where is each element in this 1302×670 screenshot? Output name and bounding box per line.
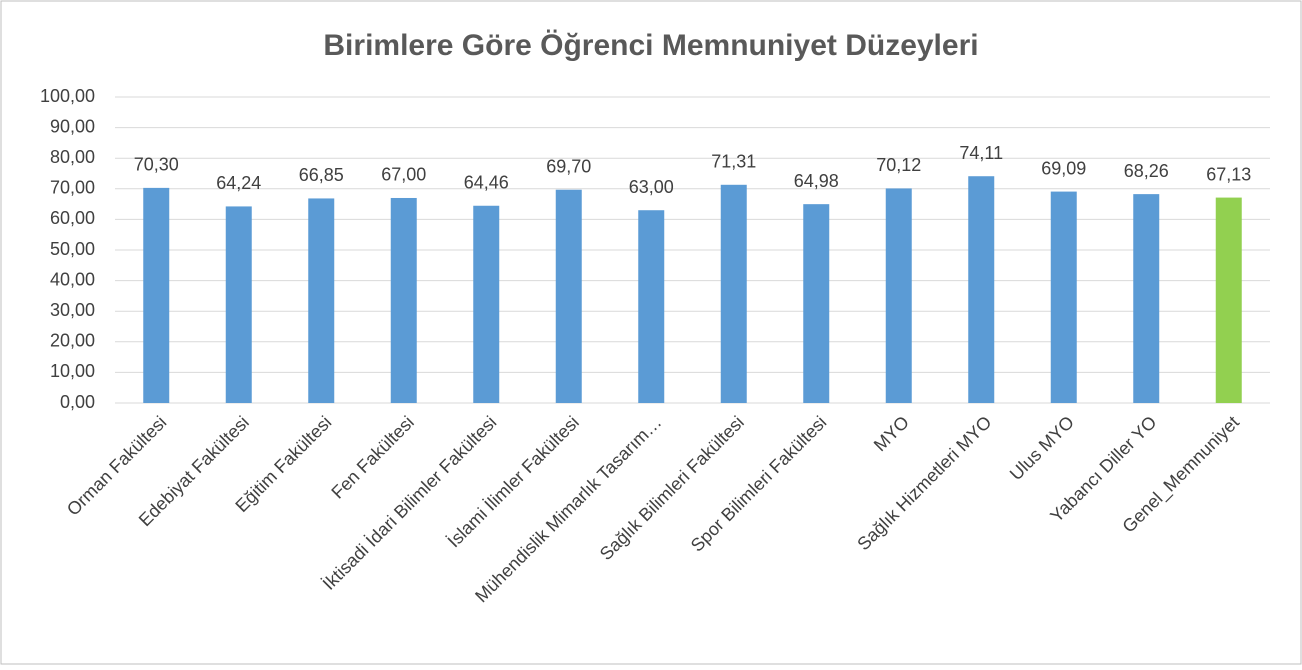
data-label: 70,12 <box>876 155 921 175</box>
bar <box>555 189 582 403</box>
y-tick-label: 60,00 <box>50 208 95 228</box>
y-tick-label: 0,00 <box>60 392 95 412</box>
y-tick-label: 70,00 <box>50 178 95 198</box>
bar <box>390 197 417 403</box>
y-tick-label: 80,00 <box>50 147 95 167</box>
bar <box>638 210 665 403</box>
y-tick-label: 30,00 <box>50 300 95 320</box>
bar <box>885 188 912 403</box>
bar <box>143 187 170 403</box>
bar <box>803 204 830 403</box>
y-tick-label: 50,00 <box>50 239 95 259</box>
chart-title: Birimlere Göre Öğrenci Memnuniyet Düzeyl… <box>323 29 978 62</box>
bar <box>308 198 335 403</box>
bar <box>473 205 500 403</box>
y-tick-label: 100,00 <box>40 86 95 106</box>
data-label: 71,31 <box>711 152 756 172</box>
bar <box>1050 191 1077 403</box>
bar <box>720 184 747 403</box>
y-tick-label: 10,00 <box>50 361 95 381</box>
bar <box>1133 194 1160 403</box>
data-label: 67,13 <box>1206 164 1251 184</box>
data-label: 74,11 <box>959 143 1003 163</box>
data-label: 69,70 <box>546 156 591 176</box>
data-label: 63,00 <box>629 177 674 197</box>
data-label: 64,46 <box>464 173 509 193</box>
data-label: 69,09 <box>1041 158 1086 178</box>
bar <box>1215 197 1242 403</box>
bar <box>968 176 995 403</box>
y-tick-label: 90,00 <box>50 116 95 136</box>
bar <box>225 206 252 403</box>
data-label: 64,24 <box>216 173 261 193</box>
data-label: 64,98 <box>794 171 839 191</box>
y-tick-label: 40,00 <box>50 269 95 289</box>
data-label: 70,30 <box>134 155 179 175</box>
data-label: 66,85 <box>299 165 344 185</box>
y-tick-label: 20,00 <box>50 331 95 351</box>
data-label: 68,26 <box>1124 161 1169 181</box>
data-label: 67,00 <box>381 165 426 185</box>
